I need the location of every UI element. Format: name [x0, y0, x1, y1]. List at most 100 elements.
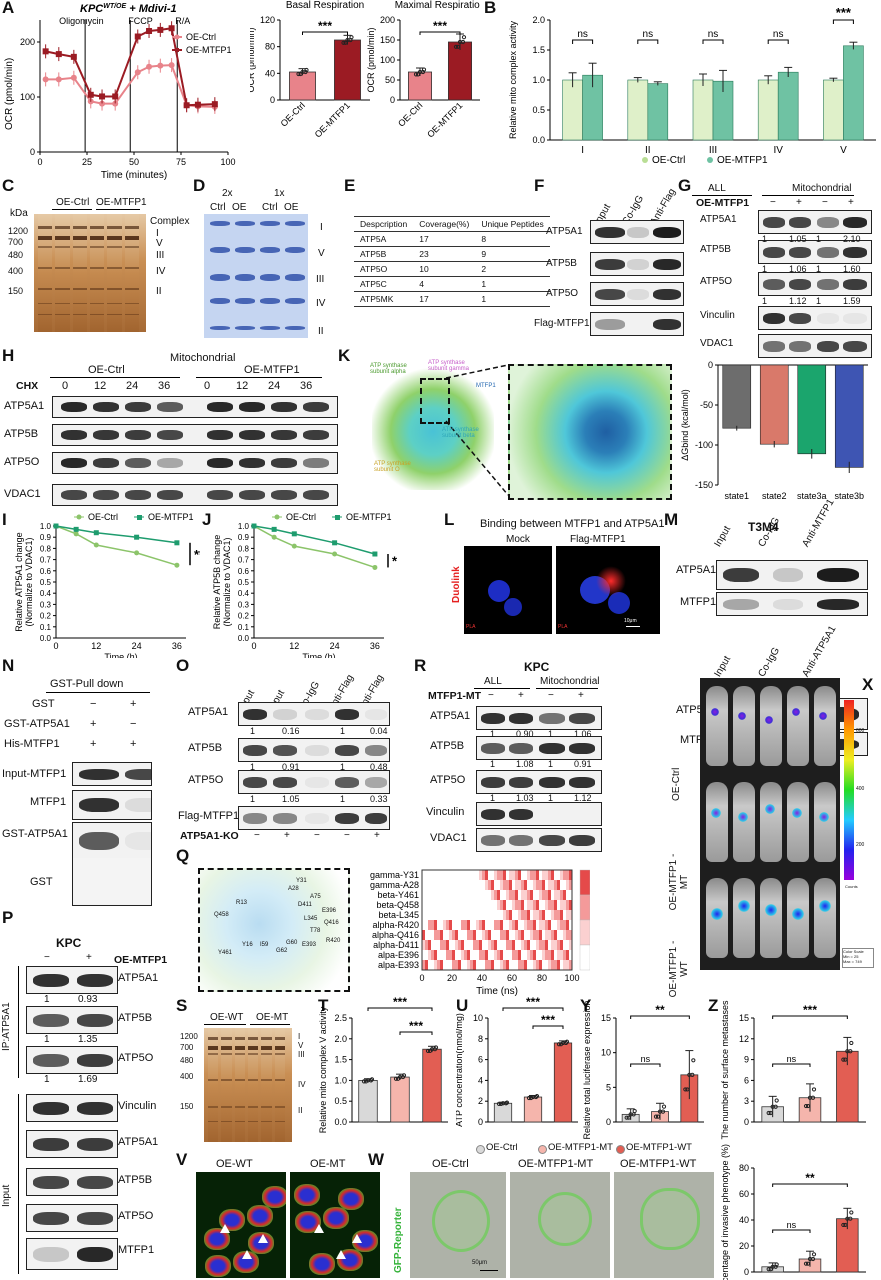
blot-band	[157, 490, 183, 500]
f-row-label: ATP5A1	[546, 226, 583, 237]
panel-e-peptide-table: Despcription Coverage(%) Unique Peptides AT…	[354, 216, 550, 307]
heat-cell	[458, 890, 461, 900]
heat-cell	[467, 880, 470, 890]
sig-label: *	[392, 554, 398, 569]
n-row-label: MTFP1	[30, 796, 67, 808]
xtick-label: 75	[176, 157, 186, 167]
heat-cell	[569, 900, 572, 910]
q-residue: Q416	[324, 920, 339, 926]
heat-cell	[497, 910, 500, 920]
heat-cell	[455, 870, 458, 880]
dot	[558, 1042, 564, 1047]
n-line	[46, 692, 150, 693]
blot-band	[653, 226, 681, 238]
heat-cell	[536, 940, 539, 950]
p-row-label: ATP5B	[118, 1012, 153, 1024]
blot-strip	[590, 312, 684, 336]
blot-band	[273, 776, 297, 788]
ytick-label: 60	[739, 1189, 749, 1199]
heat-cell	[467, 930, 470, 940]
heat-cell	[518, 870, 521, 880]
heat-cell	[515, 920, 518, 930]
heat-cell	[488, 920, 491, 930]
o-quant: 0.16	[282, 726, 300, 736]
q-residue: R420	[326, 938, 341, 944]
heat-cell	[560, 920, 563, 930]
cb-600: 600	[856, 728, 865, 734]
heat-cell	[482, 870, 485, 880]
heat-cell	[536, 870, 539, 880]
heat-cell	[557, 930, 560, 940]
gel-lane	[274, 1028, 285, 1142]
heat-cell	[548, 950, 551, 960]
heat-cell	[542, 880, 545, 890]
v-wt-image	[196, 1172, 286, 1278]
q-residue: Y31	[296, 878, 307, 884]
p-quant: 1	[44, 994, 50, 1005]
chart-title: Maximal Respiration	[395, 0, 480, 11]
heat-cell	[455, 920, 458, 930]
heat-cell	[551, 900, 554, 910]
blot-band	[509, 712, 533, 724]
blot-strip	[476, 706, 602, 730]
ytick-label: 0.0	[40, 634, 52, 643]
point-ctrl	[99, 100, 106, 107]
dot	[533, 1094, 539, 1100]
blot-band	[653, 288, 681, 300]
heat-cell	[458, 930, 461, 940]
gel-band	[261, 1121, 272, 1123]
heat-cell	[512, 900, 515, 910]
y-label: OCR (pmol/min)	[250, 27, 256, 92]
heat-cell	[434, 910, 437, 920]
gel-band	[90, 302, 105, 304]
blot-band	[627, 258, 649, 270]
table-row: ATP5MK 17 1	[354, 291, 550, 307]
r-row-label: ATP5B	[430, 740, 465, 752]
blot-band	[335, 776, 359, 788]
dot	[298, 71, 303, 77]
point-mtfp1	[134, 33, 141, 40]
table-cell: 17	[413, 231, 476, 247]
blot-band	[509, 742, 533, 754]
heat-cell	[539, 880, 542, 890]
heat-cell	[485, 940, 488, 950]
heat-cell	[569, 910, 572, 920]
point-mtfp1	[146, 28, 153, 34]
heat-cell	[542, 910, 545, 920]
heat-cell	[452, 870, 455, 880]
heat-cell	[527, 960, 530, 970]
coomassie-band	[285, 325, 305, 330]
heat-cell	[440, 960, 443, 970]
u-bars: 0 2 4 6 8 10 ATP concentration(nmol/mg) ******	[456, 995, 578, 1127]
signal	[765, 804, 775, 814]
heat-cell	[503, 870, 506, 880]
point-mtfp1	[42, 48, 49, 55]
heat-cell	[548, 920, 551, 930]
heat-cell	[560, 870, 563, 880]
mouse	[814, 686, 836, 766]
heat-cell	[473, 880, 476, 890]
heat-cell	[482, 950, 485, 960]
ytick-label: 0	[708, 360, 713, 370]
uy-legend: OE-Ctrl OE-MTFP1-MT OE-MTFP1-WT	[476, 1142, 716, 1156]
heat-cell	[428, 880, 431, 890]
heat-cell	[569, 870, 572, 880]
blot-band	[305, 812, 329, 824]
heat-cell	[458, 870, 461, 880]
q-residue: T78	[310, 928, 321, 934]
coomassie-gel	[204, 214, 308, 338]
legend-mtfp1: OE-MTFP1	[186, 45, 232, 55]
blot-band	[627, 288, 649, 300]
series-ctrl	[55, 525, 178, 566]
heat-xtick: 100	[564, 973, 579, 983]
point	[372, 564, 378, 570]
h-time: 0	[204, 380, 211, 392]
gel-lane	[261, 1028, 272, 1142]
heat-cell	[482, 930, 485, 940]
heat-cell	[539, 940, 542, 950]
heat-cell	[425, 890, 428, 900]
sig-label: ***	[433, 19, 447, 33]
q-residue: A28	[288, 886, 299, 892]
table-cell: 9	[475, 246, 550, 262]
g-quant: 1.06	[789, 264, 807, 274]
